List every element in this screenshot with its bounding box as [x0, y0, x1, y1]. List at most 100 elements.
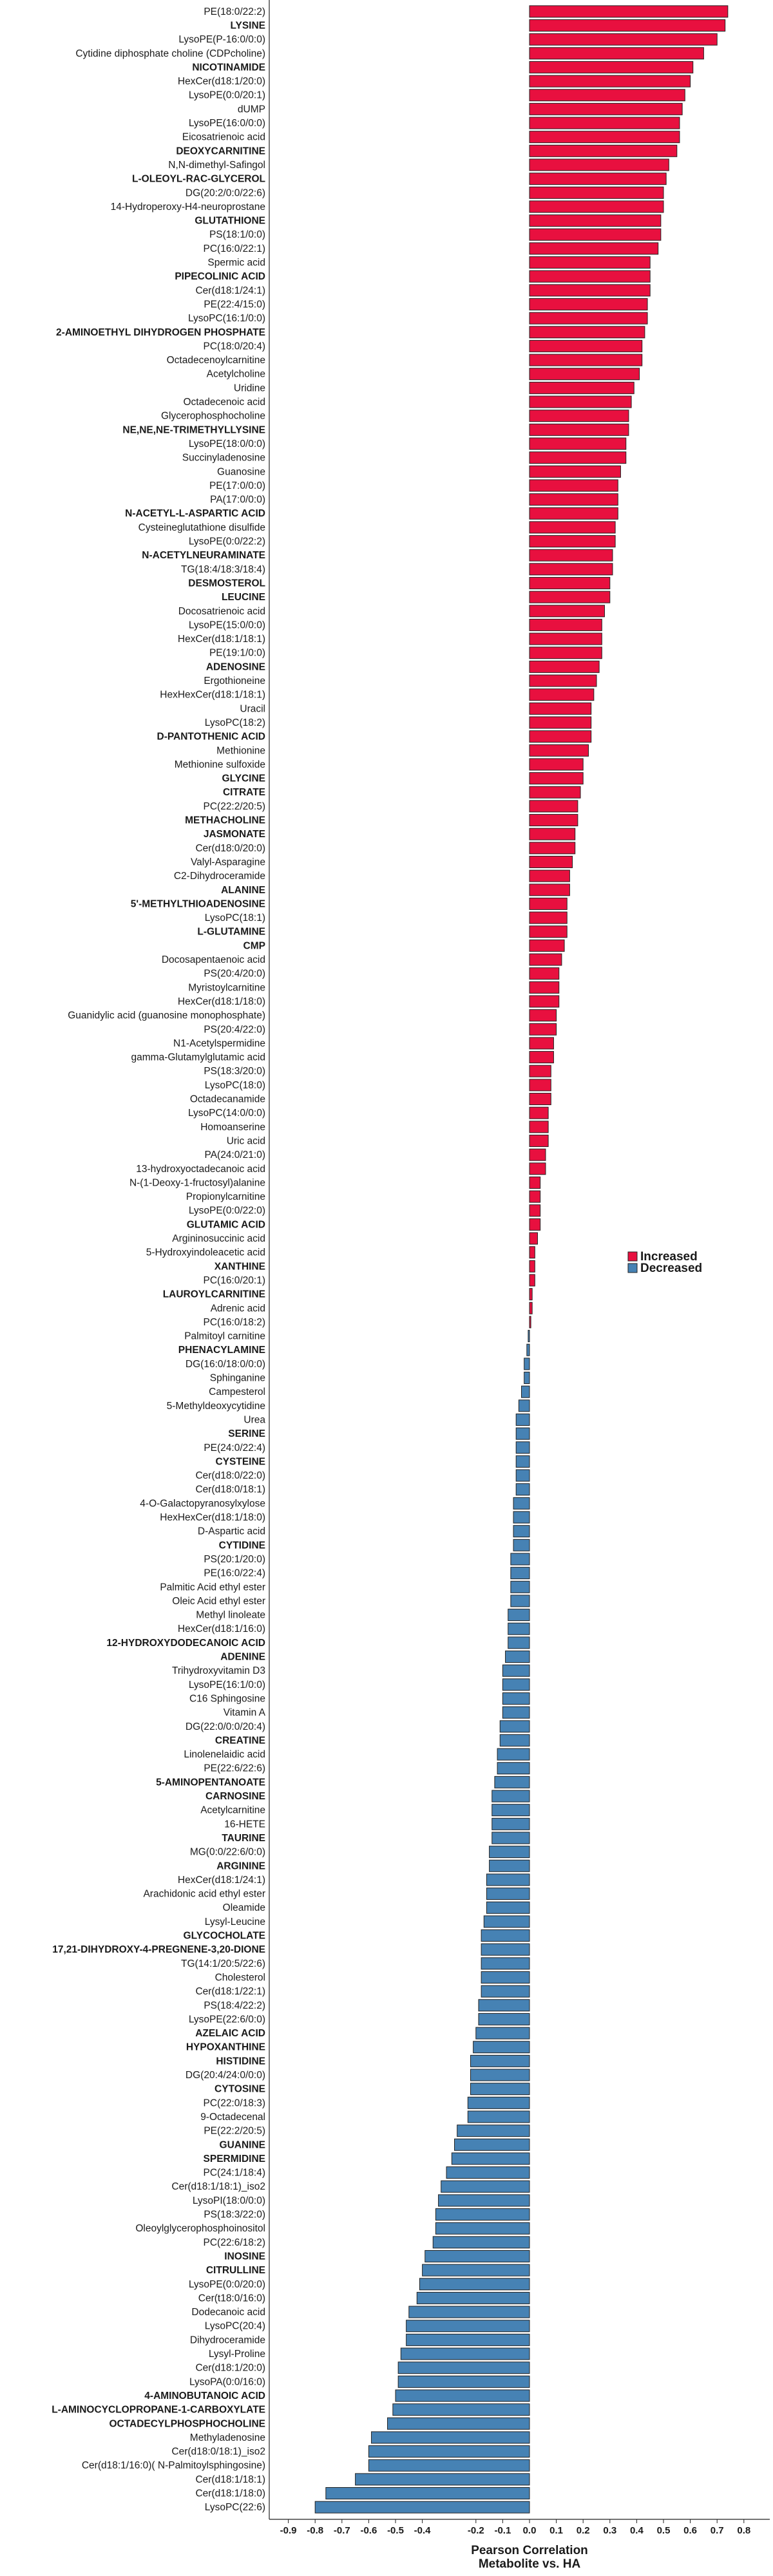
- bar: [478, 1999, 530, 2012]
- bar: [529, 786, 581, 799]
- category-label: PE(22:4/15:0): [204, 299, 265, 310]
- category-label: DG(22:0/0:0/20:4): [186, 1721, 265, 1732]
- bar: [529, 744, 589, 757]
- category-label: Oleic Acid ethyl ester: [172, 1596, 265, 1607]
- bar: [529, 1037, 554, 1050]
- bar: [529, 521, 616, 534]
- x-axis-title-line-2: Metabolite vs. HA: [479, 2557, 581, 2571]
- bar: [528, 1330, 530, 1343]
- bar: [529, 1260, 535, 1273]
- bar: [355, 2473, 530, 2486]
- category-label: 5-Methyldeoxycytidine: [167, 1401, 265, 1412]
- category-label: Methyladenosine: [190, 2432, 265, 2443]
- category-label: Methyl linoleate: [196, 1610, 265, 1621]
- bar: [529, 242, 659, 255]
- category-label: HISTIDINE: [216, 2056, 265, 2067]
- bar: [529, 158, 669, 171]
- category-label: PE(16:0/22:4): [204, 1568, 265, 1579]
- bar: [529, 326, 645, 339]
- category-label: CITRULLINE: [206, 2265, 265, 2276]
- bar: [529, 312, 648, 325]
- category-label: PS(20:4/20:0): [204, 969, 265, 980]
- bar: [397, 2375, 530, 2388]
- bar: [529, 1162, 546, 1175]
- bar: [529, 897, 568, 910]
- category-label: ALANINE: [221, 885, 265, 896]
- bar: [494, 1776, 530, 1788]
- bar: [508, 1609, 530, 1622]
- category-label: Octadecenoylcarnitine: [167, 355, 265, 366]
- bar: [475, 2027, 530, 2040]
- category-label: PC(22:0/18:3): [204, 2098, 266, 2108]
- bar: [529, 981, 560, 994]
- bar: [508, 1636, 530, 1649]
- category-label: PE(22:2/20:5): [204, 2126, 265, 2137]
- x-tick-label: 0.2: [577, 2525, 590, 2536]
- category-label: PS(18:3/20:0): [204, 1066, 265, 1077]
- category-label: Octadecanamide: [190, 1094, 265, 1105]
- bar: [438, 2194, 530, 2207]
- category-label: 5-Hydroxyindoleacetic acid: [146, 1247, 265, 1258]
- bar: [491, 1832, 530, 1844]
- category-label: CYTOSINE: [215, 2084, 265, 2095]
- bar: [513, 1525, 530, 1538]
- category-label: PE(19:1/0:0): [209, 648, 265, 659]
- bar: [521, 1385, 530, 1398]
- bar: [470, 2069, 530, 2081]
- bar: [425, 2249, 530, 2262]
- x-tick-label: 0.1: [549, 2525, 563, 2536]
- category-label: Cer(d18:1/18:1): [195, 2474, 265, 2485]
- bar: [529, 339, 643, 352]
- x-tick-label: -0.7: [334, 2525, 350, 2536]
- category-label: LysoPE(0:0/22:0): [189, 1206, 265, 1217]
- bar: [529, 702, 592, 715]
- bar: [395, 2389, 530, 2402]
- category-label: DEOXYCARNITINE: [176, 146, 265, 156]
- bar: [397, 2362, 530, 2374]
- bar: [529, 131, 680, 144]
- category-label: N-ACETYLNEURAMINATE: [142, 550, 265, 561]
- bar: [529, 576, 611, 589]
- x-tick-label: -0.2: [468, 2525, 484, 2536]
- category-label: Cer(d18:1/18:1)_iso2: [171, 2181, 265, 2192]
- category-label: PC(16:0/18:2): [204, 1317, 266, 1328]
- bar: [529, 995, 560, 1008]
- legend-label-increased: Increased: [640, 1250, 698, 1264]
- category-label: LEUCINE: [222, 592, 265, 603]
- legend-swatch-increased: [627, 1251, 638, 1262]
- x-tick-label: 0.0: [523, 2525, 537, 2536]
- bar: [529, 61, 694, 73]
- bar: [446, 2166, 530, 2179]
- legend-swatch-decreased: [627, 1263, 638, 1273]
- category-label: LysoPC(20:4): [205, 2321, 265, 2332]
- category-label: 4-O-Galactopyranosylxylose: [140, 1498, 265, 1509]
- category-label: ADENINE: [220, 1652, 265, 1663]
- bar: [529, 493, 618, 506]
- category-label: LysoPE(15:0/0:0): [189, 620, 265, 630]
- category-label: LAUROYLCARNITINE: [163, 1289, 265, 1300]
- category-label: Cer(t18:0/16:0): [198, 2293, 265, 2304]
- bar: [510, 1580, 530, 1593]
- category-label: 14-Hydroperoxy-H4-neuroprostane: [111, 202, 265, 213]
- bar: [510, 1595, 530, 1607]
- category-label: CMP: [243, 940, 265, 951]
- category-label: LysoPE(16:0/0:0): [189, 118, 265, 129]
- category-label: Vitamin A: [224, 1707, 266, 1718]
- legend: Increased Decreased: [627, 1250, 702, 1275]
- category-label: Acetylcholine: [207, 369, 265, 380]
- x-tick-label: -0.6: [360, 2525, 377, 2536]
- x-tick-label: 0.6: [683, 2525, 697, 2536]
- category-label: AZELAIC ACID: [195, 2028, 265, 2039]
- bar: [529, 479, 618, 492]
- bar: [505, 1651, 530, 1663]
- bar: [502, 1706, 530, 1719]
- category-label: LysoPC(16:1/0:0): [188, 313, 265, 324]
- category-label: HexHexCer(d18:1/18:1): [160, 690, 265, 701]
- bar: [529, 1288, 533, 1301]
- category-label: PS(18:4/22:2): [204, 2000, 265, 2011]
- category-label: LysoPE(0:0/20:1): [189, 90, 265, 101]
- bar: [529, 368, 640, 381]
- category-label: Dodecanoic acid: [191, 2307, 265, 2318]
- bar: [470, 2083, 530, 2096]
- bar: [529, 869, 570, 882]
